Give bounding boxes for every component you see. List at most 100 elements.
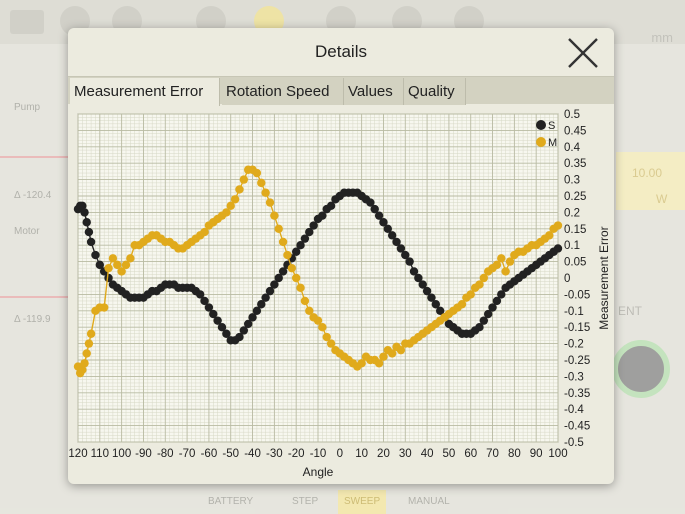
y-axis-label: Measurement Error	[597, 226, 611, 329]
data-point-M	[274, 224, 283, 233]
x-tick-label: 10	[355, 448, 368, 460]
data-point-M	[326, 339, 336, 348]
y-tick-label: 0.5	[564, 109, 580, 121]
x-tick-label: 70	[486, 448, 499, 460]
y-tick-label: -0.1	[564, 306, 584, 318]
y-tick-label: -0.5	[564, 437, 584, 449]
data-point-M	[230, 195, 240, 204]
data-point-S	[200, 296, 209, 306]
y-tick-label: -0.15	[564, 322, 590, 334]
tab-bar: Measurement Error Rotation Speed Values …	[68, 76, 614, 106]
y-tick-label: 0.25	[564, 191, 586, 203]
data-point-S	[492, 296, 502, 306]
data-point-M	[497, 254, 506, 263]
background-motor-label: Motor	[14, 226, 40, 237]
data-point-S	[401, 250, 410, 260]
data-point-S	[78, 201, 87, 211]
data-point-S	[252, 306, 262, 315]
data-point-M	[501, 267, 510, 276]
x-tick-label: -10	[310, 448, 327, 460]
y-tick-label: 0.4	[564, 142, 581, 154]
data-point-S	[84, 227, 94, 237]
data-point-S	[379, 218, 388, 227]
data-point-S	[243, 319, 253, 329]
data-point-M	[270, 211, 279, 220]
y-tick-label: -0.2	[564, 339, 584, 351]
data-point-M	[86, 329, 96, 338]
data-point-S	[405, 257, 414, 266]
x-tick-label: -60	[201, 448, 218, 460]
data-point-S	[366, 198, 375, 207]
legend-marker-S	[536, 120, 546, 130]
background-pump-line	[0, 156, 70, 158]
x-tick-label: 110	[91, 448, 109, 460]
x-tick-label: 120	[68, 448, 87, 460]
close-button[interactable]	[564, 34, 602, 72]
data-point-M	[108, 254, 118, 263]
data-point-M	[374, 359, 384, 368]
y-tick-label: -0.45	[564, 421, 590, 433]
tab-rotation-speed[interactable]: Rotation Speed	[222, 78, 344, 105]
data-point-M	[322, 332, 331, 342]
data-point-S	[479, 316, 489, 325]
data-point-M	[545, 231, 554, 240]
data-point-S	[278, 267, 288, 276]
x-tick-label: 90	[530, 448, 543, 460]
data-point-M	[80, 359, 89, 368]
data-point-S	[370, 204, 379, 214]
tab-quality[interactable]: Quality	[404, 78, 466, 105]
data-point-S	[291, 247, 301, 256]
data-point-M	[287, 263, 297, 273]
x-tick-label: 100	[112, 448, 131, 460]
legend-marker-M	[536, 137, 546, 147]
data-point-M	[492, 260, 502, 270]
close-icon	[568, 38, 598, 68]
y-tick-label: -0.05	[564, 289, 590, 301]
legend-label-S: S	[548, 120, 555, 132]
y-tick-label: -0.35	[564, 388, 590, 400]
y-tick-label: 0	[564, 273, 570, 285]
data-point-M	[252, 168, 262, 178]
data-point-M	[396, 345, 406, 355]
data-point-S	[318, 211, 327, 220]
data-point-S	[374, 211, 384, 220]
data-point-M	[318, 323, 327, 332]
background-right-caption: ENT	[618, 304, 642, 318]
data-point-S	[414, 273, 423, 283]
data-point-S	[265, 286, 275, 296]
dialog-title: Details	[315, 42, 367, 61]
x-tick-label: -80	[157, 448, 174, 460]
y-tick-label: 0.1	[564, 240, 580, 252]
data-point-S	[261, 293, 270, 302]
x-tick-label: -20	[288, 448, 305, 460]
data-point-S	[409, 267, 419, 276]
x-tick-label: 20	[377, 448, 390, 460]
data-point-S	[257, 300, 266, 309]
background-motor-value: Δ -119.9	[14, 314, 51, 325]
tab-values[interactable]: Values	[344, 78, 404, 105]
data-point-M	[104, 263, 113, 273]
background-unit-label: mm	[651, 30, 673, 45]
data-point-S	[305, 227, 314, 237]
data-point-S	[300, 234, 310, 243]
data-point-M	[357, 359, 366, 368]
x-tick-label: -30	[266, 448, 283, 460]
data-point-M	[257, 178, 266, 188]
data-point-S	[422, 286, 432, 296]
data-point-S	[80, 208, 89, 217]
data-point-M	[226, 201, 235, 211]
x-tick-label: -90	[135, 448, 152, 460]
data-point-S	[95, 260, 105, 270]
data-point-S	[326, 201, 336, 211]
data-point-M	[479, 273, 489, 283]
tab-measurement-error[interactable]: Measurement Error	[70, 78, 220, 106]
background-result-value: 10.00	[632, 166, 663, 180]
background-pump-value: Δ -120.4	[14, 190, 52, 201]
background-result-box	[616, 152, 685, 210]
y-tick-label: 0.45	[564, 125, 586, 137]
data-point-S	[383, 224, 393, 233]
x-axis-label: Angle	[303, 465, 334, 479]
data-point-S	[86, 237, 96, 247]
data-point-M	[78, 365, 87, 375]
y-tick-label: -0.3	[564, 371, 584, 383]
